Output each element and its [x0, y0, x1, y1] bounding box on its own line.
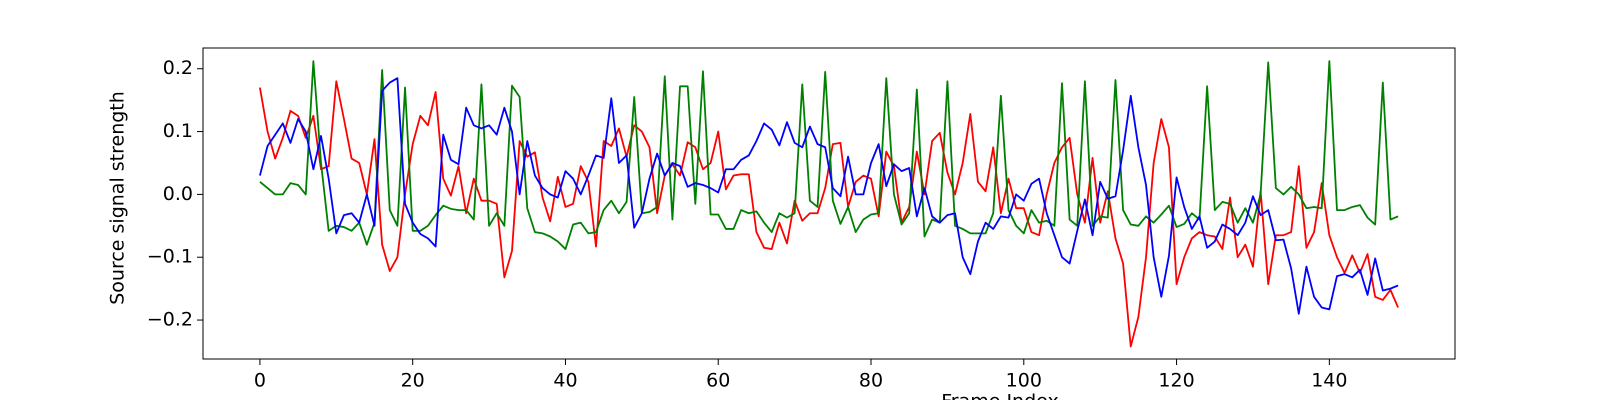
- plot-frame: [202, 47, 1456, 360]
- y-tick-label: 0.2: [163, 57, 193, 79]
- x-tick-label: 60: [706, 370, 730, 392]
- y-tick-label: 0.1: [163, 120, 193, 142]
- y-tick-label: −0.2: [147, 309, 193, 331]
- y-axis-label: Source signal strength: [107, 91, 129, 305]
- x-tick-label: 40: [553, 370, 577, 392]
- y-tick-label: −0.1: [147, 246, 193, 268]
- x-tick-label: 140: [1311, 370, 1347, 392]
- y-tick-label: 0.0: [163, 183, 193, 205]
- x-tick-label: 120: [1158, 370, 1194, 392]
- x-tick-label: 0: [254, 370, 266, 392]
- series-line: [259, 77, 1399, 315]
- series-line: [259, 80, 1399, 348]
- series-line: [259, 60, 1399, 250]
- x-tick-label: 20: [401, 370, 425, 392]
- x-tick-label: 80: [859, 370, 883, 392]
- x-tick-label: 100: [1006, 370, 1042, 392]
- x-axis-label: Frame Index: [941, 391, 1059, 400]
